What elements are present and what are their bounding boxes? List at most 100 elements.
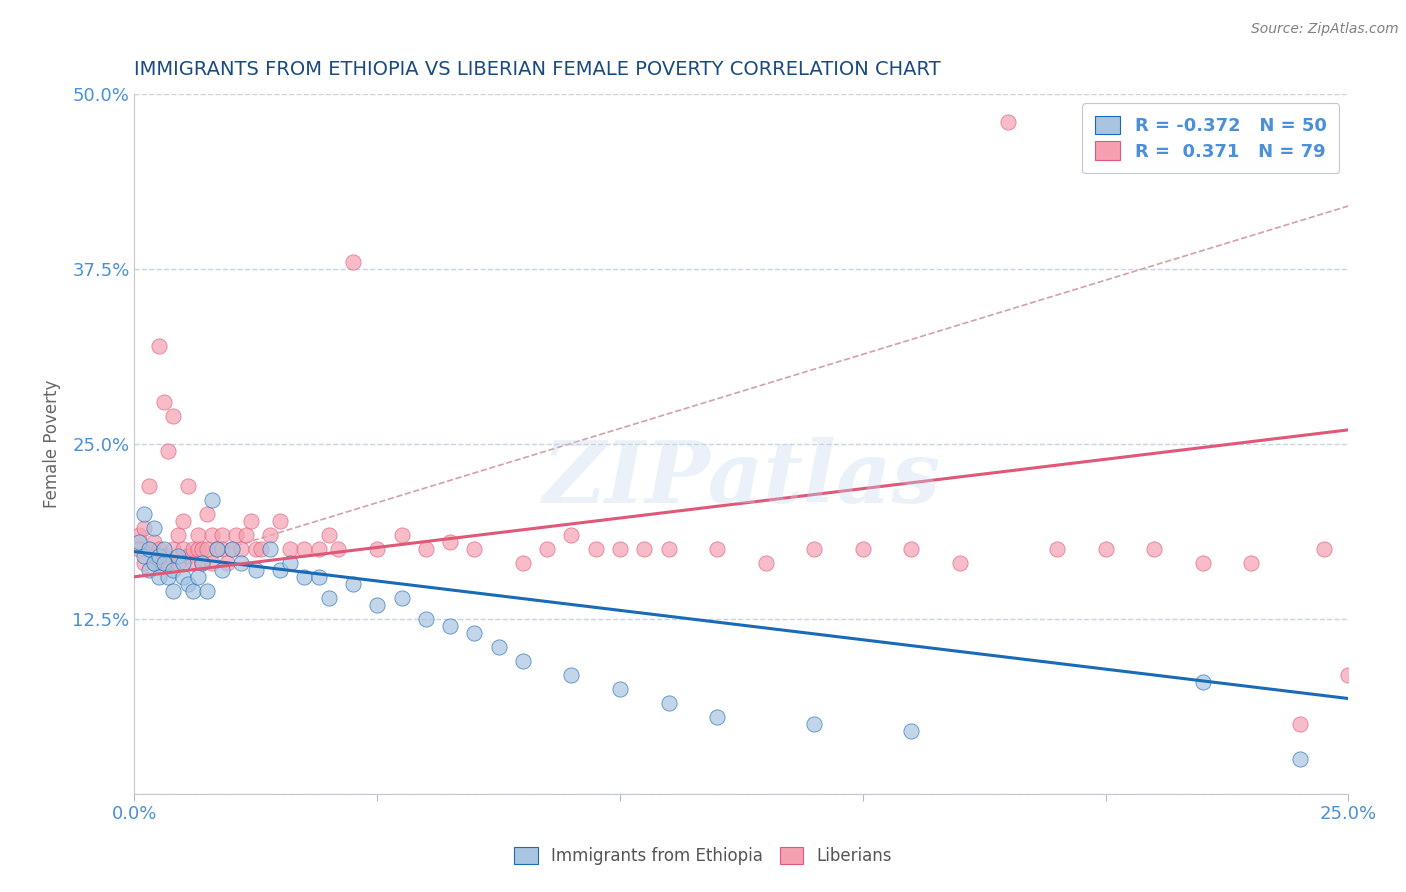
Point <box>658 541 681 556</box>
Point <box>235 528 257 542</box>
Point <box>633 541 655 556</box>
Point <box>278 556 301 570</box>
Point <box>463 625 485 640</box>
Point <box>181 556 204 570</box>
Point <box>134 549 156 563</box>
Point <box>997 115 1019 129</box>
Point <box>195 583 218 598</box>
Point <box>1191 674 1213 689</box>
Text: IMMIGRANTS FROM ETHIOPIA VS LIBERIAN FEMALE POVERTY CORRELATION CHART: IMMIGRANTS FROM ETHIOPIA VS LIBERIAN FEM… <box>135 60 941 78</box>
Point <box>221 541 243 556</box>
Point <box>134 556 156 570</box>
Point <box>391 528 413 542</box>
Point <box>187 528 209 542</box>
Point <box>1337 667 1360 681</box>
Point <box>142 534 165 549</box>
Point <box>1046 541 1069 556</box>
Point <box>1288 716 1310 731</box>
Point <box>225 528 247 542</box>
Point <box>211 541 233 556</box>
Point <box>205 541 228 556</box>
Point <box>211 528 233 542</box>
Point <box>560 667 582 681</box>
Point <box>852 541 875 556</box>
Point <box>211 563 233 577</box>
Point <box>221 541 243 556</box>
Point <box>167 556 190 570</box>
Text: ZIPatlas: ZIPatlas <box>543 437 941 521</box>
Point <box>201 492 224 507</box>
Point <box>308 570 330 584</box>
Point <box>138 563 160 577</box>
Point <box>128 541 150 556</box>
Point <box>294 541 316 556</box>
Point <box>415 541 437 556</box>
Point <box>195 507 218 521</box>
Point <box>148 570 170 584</box>
Point <box>181 541 204 556</box>
Point <box>366 541 388 556</box>
Point <box>585 541 607 556</box>
Point <box>195 541 218 556</box>
Point <box>463 541 485 556</box>
Point <box>134 507 156 521</box>
Point <box>512 556 534 570</box>
Point <box>1240 556 1263 570</box>
Point <box>803 716 825 731</box>
Point <box>512 654 534 668</box>
Point <box>900 723 922 738</box>
Point <box>142 556 165 570</box>
Point <box>328 541 350 556</box>
Point <box>152 549 174 563</box>
Point <box>177 549 200 563</box>
Point <box>128 528 150 542</box>
Point <box>191 556 214 570</box>
Point <box>259 541 281 556</box>
Point <box>138 541 160 556</box>
Point <box>609 541 631 556</box>
Point <box>172 556 194 570</box>
Point <box>609 681 631 696</box>
Point <box>152 556 174 570</box>
Point <box>181 583 204 598</box>
Point <box>488 640 510 654</box>
Point <box>142 521 165 535</box>
Point <box>308 541 330 556</box>
Point <box>162 541 184 556</box>
Point <box>172 514 194 528</box>
Point <box>245 541 267 556</box>
Point <box>187 541 209 556</box>
Point <box>658 696 681 710</box>
Point <box>415 612 437 626</box>
Point <box>1191 556 1213 570</box>
Point <box>177 576 200 591</box>
Point <box>152 541 174 556</box>
Point <box>949 556 972 570</box>
Point <box>172 541 194 556</box>
Point <box>278 541 301 556</box>
Point <box>439 619 461 633</box>
Point <box>1288 752 1310 766</box>
Point <box>342 576 364 591</box>
Y-axis label: Female Poverty: Female Poverty <box>44 380 60 508</box>
Point <box>391 591 413 605</box>
Point <box>803 541 825 556</box>
Point <box>318 528 340 542</box>
Point <box>215 556 238 570</box>
Point <box>167 528 190 542</box>
Legend: R = -0.372   N = 50, R =  0.371   N = 79: R = -0.372 N = 50, R = 0.371 N = 79 <box>1083 103 1340 173</box>
Point <box>231 541 253 556</box>
Point <box>269 563 291 577</box>
Point <box>138 479 160 493</box>
Point <box>755 556 778 570</box>
Point <box>706 541 728 556</box>
Point <box>167 549 190 563</box>
Point <box>201 556 224 570</box>
Legend: Immigrants from Ethiopia, Liberians: Immigrants from Ethiopia, Liberians <box>505 837 901 875</box>
Point <box>1143 541 1166 556</box>
Point <box>157 556 180 570</box>
Point <box>560 528 582 542</box>
Point <box>138 541 160 556</box>
Point <box>157 443 180 458</box>
Point <box>706 709 728 723</box>
